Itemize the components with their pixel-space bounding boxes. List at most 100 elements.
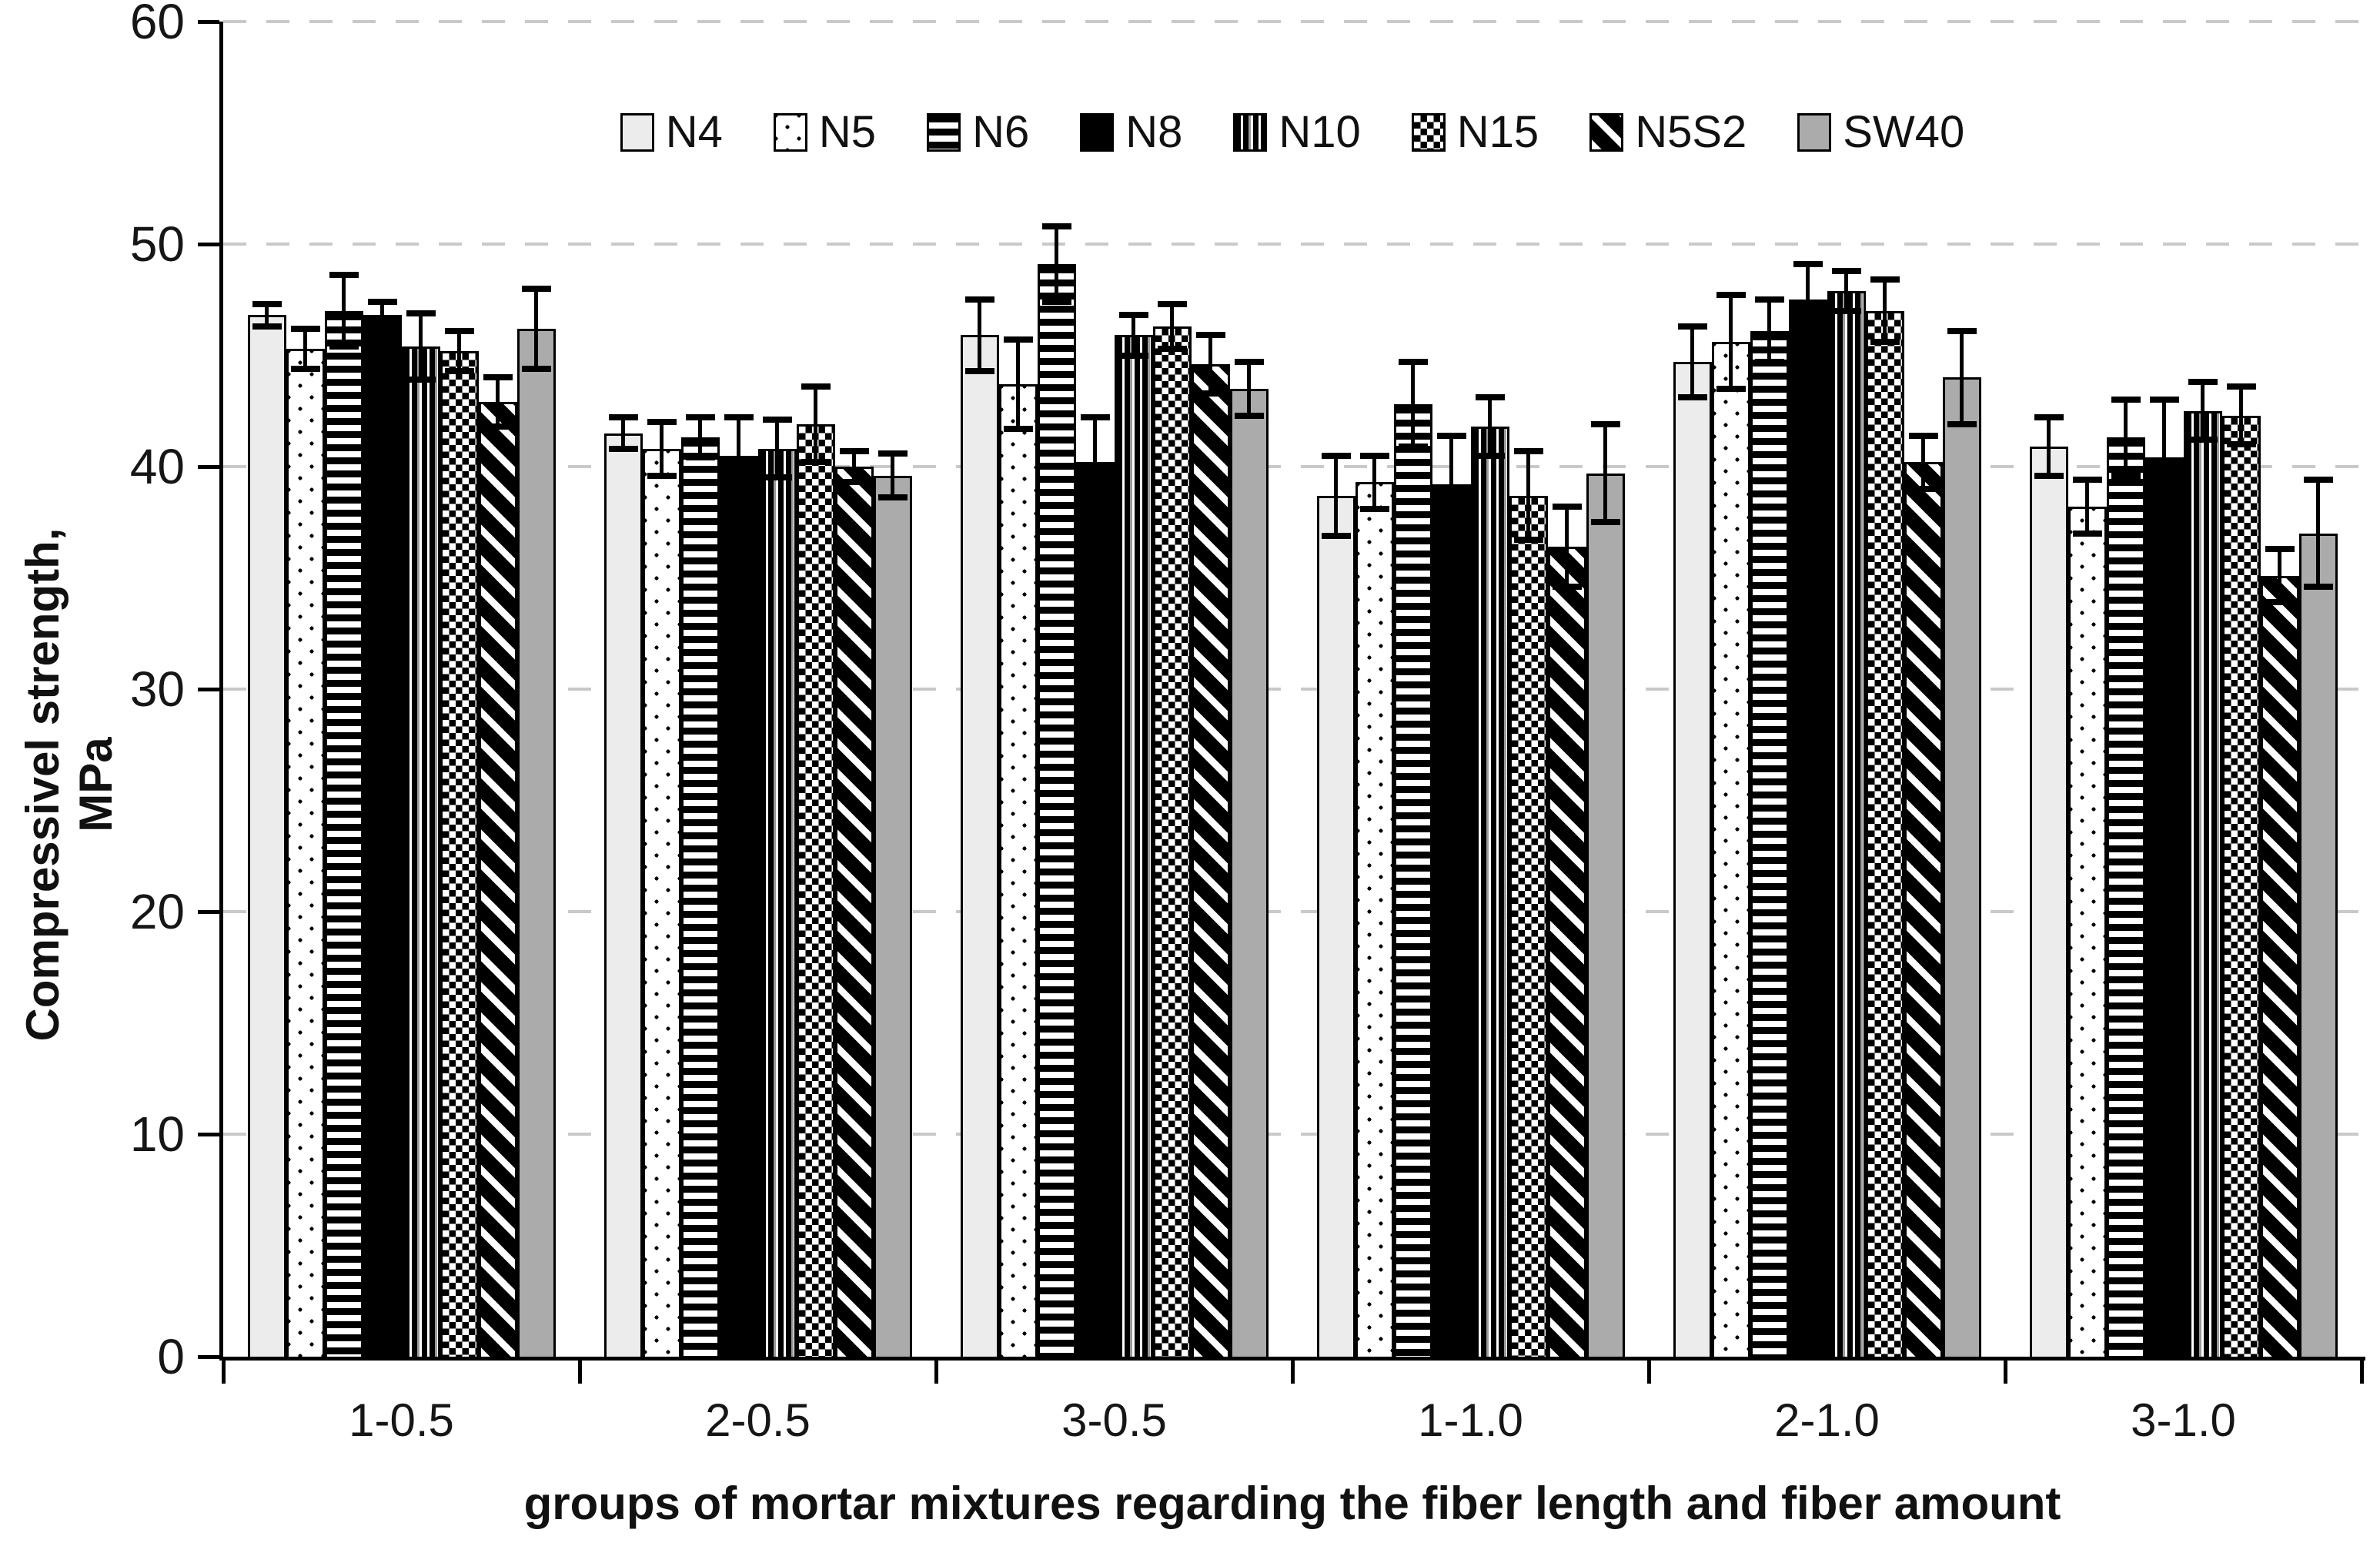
bar-N15-3-0.5 — [1152, 326, 1192, 1360]
error-bar-N8-3-1.0 — [2162, 400, 2166, 516]
bar-N6-1-0.5 — [324, 310, 363, 1360]
error-cap-top — [1908, 432, 1938, 439]
legend-swatch-N10-icon — [1233, 112, 1268, 152]
bar-N5-2-0.5 — [642, 448, 681, 1360]
error-cap-top — [724, 414, 754, 421]
error-bar-N5-3-1.0 — [2085, 480, 2089, 534]
error-cap-bottom — [2188, 437, 2218, 443]
y-gridline — [223, 243, 2362, 246]
y-tick-label: 0 — [157, 1329, 185, 1384]
error-cap-bottom — [329, 343, 359, 350]
bar-N5-1-0.5 — [286, 348, 325, 1360]
error-cap-top — [1716, 292, 1746, 299]
error-bar-N5-1-0.5 — [303, 328, 307, 369]
error-cap-bottom — [444, 367, 474, 374]
bar-N8-2-0.5 — [719, 455, 758, 1360]
error-bar-N8-2-0.5 — [737, 417, 740, 494]
y-tick-label: 40 — [129, 439, 185, 494]
bar-SW40-3-1.0 — [2298, 533, 2338, 1360]
bar-N8-3-0.5 — [1075, 462, 1115, 1360]
legend-label: N10 — [1279, 107, 1361, 157]
error-cap-bottom — [762, 474, 792, 481]
bar-N8-2-1.0 — [1788, 300, 1827, 1360]
error-bar-N6-3-1.0 — [2124, 400, 2128, 476]
bar-N15-2-0.5 — [796, 424, 835, 1360]
error-cap-top — [1003, 336, 1033, 343]
x-axis-tick — [934, 1361, 938, 1384]
error-cap-top — [521, 285, 551, 292]
legend-item-SW40: SW40 — [1797, 106, 1964, 158]
error-bar-N4-3-1.0 — [2047, 417, 2051, 476]
error-cap-top — [801, 383, 831, 390]
error-cap-top — [2303, 477, 2333, 484]
error-bar-N10-2-1.0 — [1844, 270, 1848, 311]
legend-label: N5S2 — [1635, 107, 1747, 157]
bar-N4-1-1.0 — [1316, 495, 1355, 1360]
error-bar-N15-1-0.5 — [457, 330, 461, 371]
error-cap-top — [290, 325, 320, 332]
bar-N6-3-1.0 — [2106, 437, 2145, 1360]
bar-N8-3-1.0 — [2144, 457, 2184, 1360]
bar-N4-2-0.5 — [603, 433, 643, 1360]
error-cap-top — [762, 417, 792, 423]
error-bar-N4-1-0.5 — [265, 304, 269, 326]
error-cap-top — [1359, 452, 1389, 459]
y-gridline — [223, 688, 2362, 691]
legend-item-N8: N8 — [1080, 106, 1182, 158]
y-axis-tick — [198, 1355, 219, 1359]
bar-N6-1-1.0 — [1393, 404, 1432, 1360]
error-cap-top — [1080, 414, 1110, 421]
bar-SW40-2-0.5 — [873, 475, 912, 1360]
error-cap-top — [1118, 312, 1148, 319]
y-axis-tick — [198, 910, 219, 914]
error-cap-top — [964, 296, 994, 303]
bar-SW40-3-0.5 — [1229, 388, 1269, 1360]
error-cap-top — [367, 299, 397, 306]
error-cap-bottom — [724, 490, 754, 497]
error-bar-N5S2-2-1.0 — [1921, 435, 1925, 489]
error-cap-bottom — [252, 323, 282, 330]
bar-N10-1-1.0 — [1470, 426, 1509, 1360]
bar-N4-3-0.5 — [960, 335, 999, 1360]
error-cap-bottom — [1513, 537, 1543, 544]
error-cap-bottom — [1321, 532, 1351, 539]
legend-item-N4: N4 — [620, 106, 723, 158]
error-cap-top — [2111, 397, 2141, 403]
legend-label: SW40 — [1843, 107, 1965, 157]
x-axis-tick — [222, 1361, 226, 1384]
error-cap-top — [1793, 261, 1823, 267]
error-cap-top — [2149, 397, 2179, 403]
y-tick-label: 30 — [129, 661, 185, 717]
error-bar-N10-3-1.0 — [2201, 382, 2205, 440]
bar-N4-1-0.5 — [247, 315, 286, 1360]
error-bar-N5-2-1.0 — [1729, 295, 1733, 389]
bar-N4-2-1.0 — [1673, 362, 1712, 1360]
error-cap-bottom — [2265, 599, 2295, 606]
bar-N5-1-1.0 — [1355, 482, 1394, 1360]
bar-SW40-1-1.0 — [1586, 473, 1625, 1360]
bar-N5S2-2-0.5 — [834, 467, 874, 1360]
error-cap-bottom — [839, 479, 869, 486]
error-cap-bottom — [801, 459, 831, 466]
y-axis-tick — [198, 20, 219, 24]
x-axis-line — [219, 1357, 2365, 1361]
error-bar-N10-1-0.5 — [419, 313, 423, 380]
error-cap-top — [1677, 323, 1707, 330]
error-cap-bottom — [367, 325, 397, 332]
bar-N5-3-0.5 — [998, 384, 1038, 1360]
y-tick-label: 60 — [129, 0, 185, 49]
error-bar-N8-1-1.0 — [1449, 435, 1453, 534]
error-bar-N5S2-3-0.5 — [1208, 335, 1212, 393]
error-cap-top — [1513, 447, 1543, 454]
bar-N6-3-0.5 — [1037, 264, 1076, 1360]
error-cap-top — [2265, 545, 2295, 552]
error-bar-N6-2-1.0 — [1767, 300, 1771, 363]
error-cap-top — [1234, 359, 1264, 366]
error-bar-N5-2-0.5 — [660, 422, 664, 476]
error-cap-top — [647, 419, 677, 426]
legend-label: N15 — [1456, 107, 1539, 157]
error-bar-SW40-1-0.5 — [534, 288, 538, 369]
bar-SW40-1-0.5 — [516, 328, 556, 1360]
y-gridline — [223, 1133, 2362, 1136]
y-gridline — [223, 20, 2362, 23]
